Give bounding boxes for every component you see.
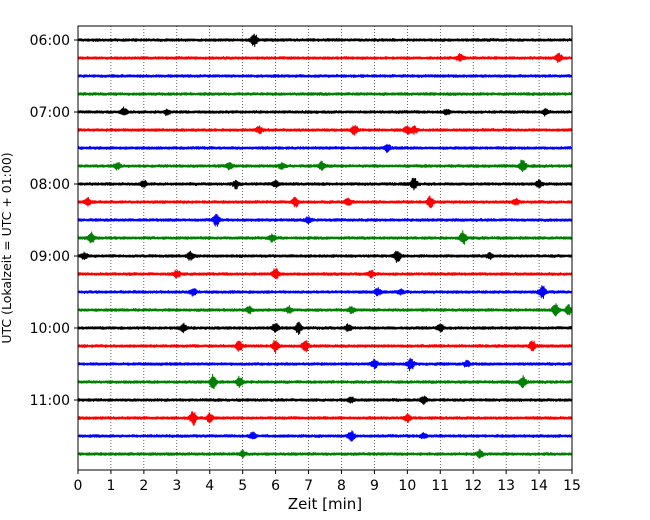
x-tick-label: 10 [398,478,416,494]
x-tick-label: 15 [563,478,581,494]
trace-line [77,267,573,280]
x-tick-label: 14 [530,478,548,494]
y-axis: 06:00 07:00 08:00 09:00 10:00 11:00 [30,33,78,409]
trace-line [77,143,573,153]
y-axis-label: UTC (Lokalzeit = UTC + 01:00) [0,152,14,343]
x-tick-label: 3 [172,478,181,494]
trace-line [77,285,573,300]
y-tick-label: 09:00 [30,249,70,265]
trace-line [77,177,573,191]
x-tick-label: 0 [74,478,83,494]
x-axis-label: Zeit [min] [288,495,362,513]
trace-line [77,250,573,263]
trace-line [77,230,573,245]
trace-line [77,339,573,354]
trace-line [77,303,573,317]
trace-line [77,52,573,64]
seismic-traces [77,33,573,459]
x-tick-label: 7 [304,478,313,494]
plot-frame [77,25,573,471]
x-axis: 0 1 2 3 4 5 6 7 8 9 10 11 12 13 14 15 [74,470,581,494]
trace-line [77,411,573,426]
trace-line [77,159,573,173]
y-tick-label: 08:00 [30,177,70,193]
trace-line [77,213,573,227]
trace-line [77,357,573,372]
trace-line [77,91,573,97]
trace-line [77,448,573,459]
x-tick-label: 5 [238,478,247,494]
trace-line [77,106,573,117]
trace-line [77,373,573,390]
x-tick-label: 1 [106,478,115,494]
y-tick-label: 06:00 [30,33,70,49]
x-tick-label: 2 [139,478,148,494]
grid-lines [110,26,540,470]
trace-line [77,73,573,79]
y-tick-label: 10:00 [30,321,70,337]
y-tick-label: 11:00 [30,393,70,409]
x-tick-label: 13 [497,478,515,494]
trace-line [77,395,573,405]
trace-line [77,33,573,48]
x-tick-label: 11 [431,478,449,494]
x-tick-label: 6 [271,478,280,494]
x-tick-label: 4 [205,478,214,494]
x-tick-label: 8 [337,478,346,494]
trace-line [77,430,573,442]
trace-line [77,195,573,209]
x-tick-label: 9 [370,478,379,494]
y-tick-label: 07:00 [30,105,70,121]
trace-line [77,321,573,336]
trace-line [77,124,573,136]
x-tick-label: 12 [464,478,482,494]
